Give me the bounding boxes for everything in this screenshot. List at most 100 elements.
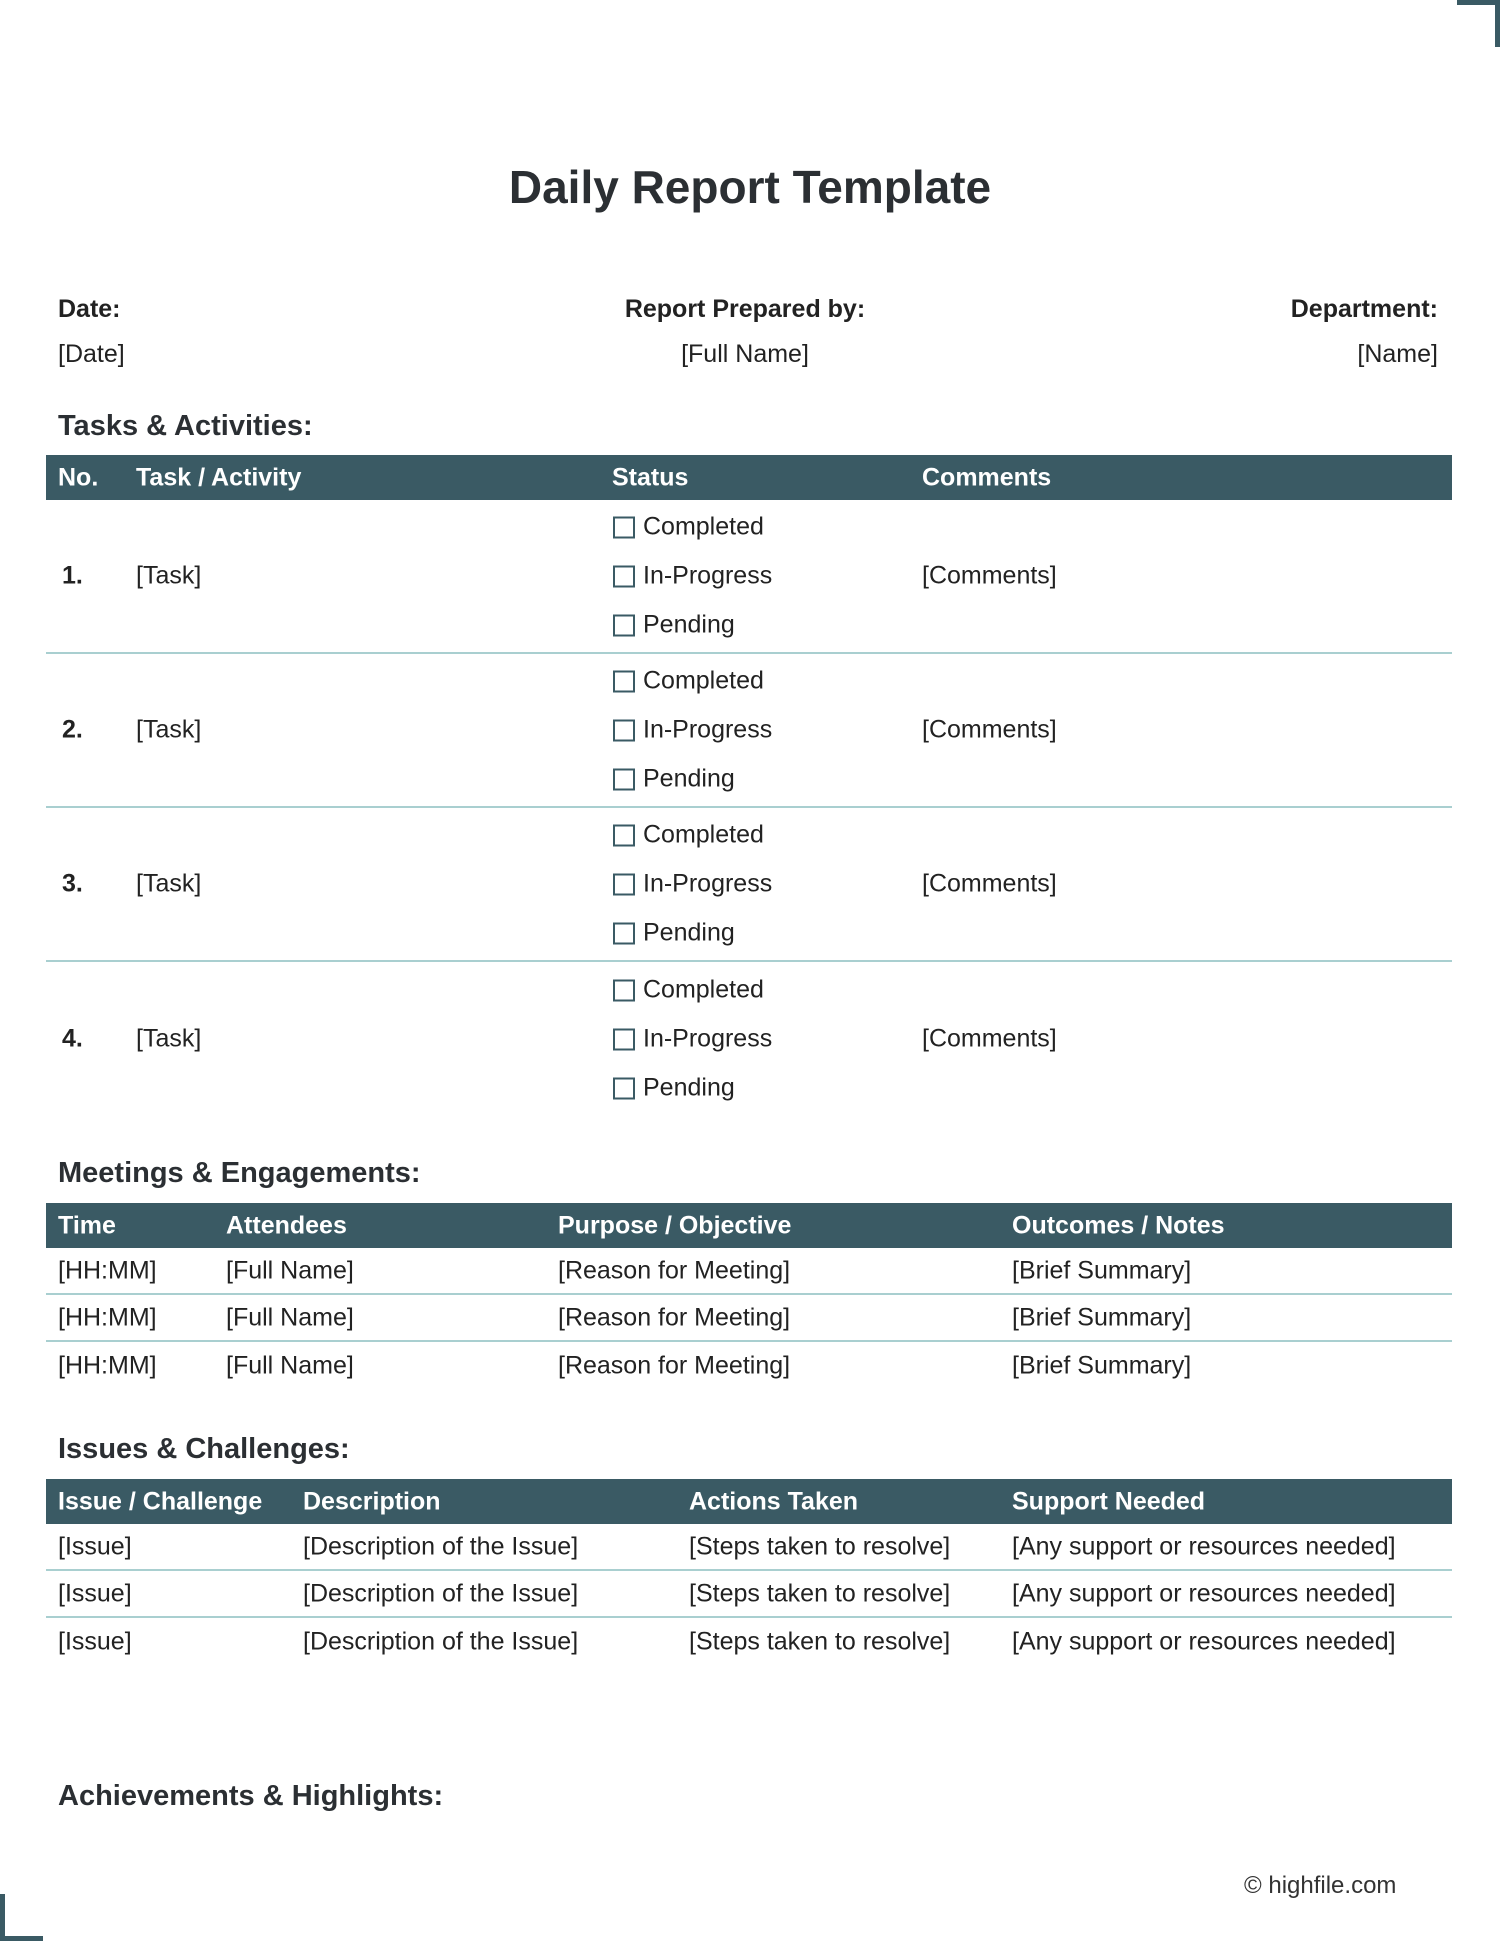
col-header: Time (58, 1211, 116, 1239)
table-row: [HH:MM] [Full Name] [Reason for Meeting] [B… (46, 1295, 1452, 1342)
task-number: 2. (62, 715, 83, 744)
table-row: [Issue] [Description of the Issue] [Steps … (46, 1571, 1452, 1618)
table-row: 3. [Task] Completed In-Progress Pending [C… (46, 808, 1452, 962)
purpose-cell[interactable]: [Reason for Meeting] (558, 1256, 791, 1284)
status-option[interactable]: Completed (613, 667, 772, 696)
date-value[interactable]: [Date] (58, 340, 125, 368)
status-option-label: In-Progress (643, 869, 773, 898)
footer-copyright: © highfile.com (1244, 1872, 1397, 1899)
status-option[interactable]: Completed (613, 976, 772, 1005)
description-cell[interactable]: [Description of the Issue] (303, 1532, 579, 1560)
outcomes-cell[interactable]: [Brief Summary] (1012, 1256, 1192, 1284)
checkbox-icon[interactable] (613, 1077, 635, 1099)
status-option-label: Pending (643, 764, 735, 793)
col-header: Status (612, 463, 689, 491)
task-cell[interactable]: [Task] (136, 869, 202, 898)
meetings-table: Time Attendees Purpose / Objective Outco… (46, 1203, 1452, 1389)
checkbox-icon[interactable] (613, 1028, 635, 1050)
support-cell[interactable]: [Any support or resources needed] (1012, 1532, 1396, 1560)
table-row: [HH:MM] [Full Name] [Reason for Meeting] [B… (46, 1248, 1452, 1295)
col-header: Purpose / Objective (558, 1211, 792, 1239)
col-header: Attendees (226, 1211, 347, 1239)
actions-cell[interactable]: [Steps taken to resolve] (689, 1579, 951, 1607)
outcomes-cell[interactable]: [Brief Summary] (1012, 1351, 1192, 1379)
meetings-heading: Meetings & Engagements: (58, 1157, 421, 1189)
status-option[interactable]: In-Progress (613, 870, 772, 899)
support-cell[interactable]: [Any support or resources needed] (1012, 1627, 1396, 1655)
prepared-by-label: Report Prepared by: (624, 295, 866, 323)
checkbox-icon[interactable] (613, 768, 635, 790)
description-cell[interactable]: [Description of the Issue] (303, 1627, 579, 1655)
description-cell[interactable]: [Description of the Issue] (303, 1579, 579, 1607)
status-option[interactable]: Pending (613, 919, 772, 948)
purpose-cell[interactable]: [Reason for Meeting] (558, 1303, 791, 1331)
col-header: No. (58, 463, 99, 491)
col-header: Issue / Challenge (58, 1487, 263, 1515)
table-row: 2. [Task] Completed In-Progress Pending [C… (46, 654, 1452, 808)
checkbox-icon[interactable] (613, 979, 635, 1001)
status-option[interactable]: Pending (613, 611, 772, 640)
issue-cell[interactable]: [Issue] (58, 1532, 132, 1560)
checkbox-icon[interactable] (613, 516, 635, 538)
purpose-cell[interactable]: [Reason for Meeting] (558, 1351, 791, 1379)
col-header: Outcomes / Notes (1012, 1211, 1225, 1239)
time-cell[interactable]: [HH:MM] (58, 1303, 157, 1331)
status-option-label: Completed (643, 820, 764, 849)
comments-cell[interactable]: [Comments] (922, 561, 1057, 590)
department-value[interactable]: [Name] (1357, 340, 1438, 368)
task-cell[interactable]: [Task] (136, 1024, 202, 1053)
corner-decoration (0, 1894, 43, 1941)
department-label: Department: (1290, 295, 1438, 323)
task-cell[interactable]: [Task] (136, 561, 202, 590)
table-row: [Issue] [Description of the Issue] [Steps … (46, 1618, 1452, 1665)
attendees-cell[interactable]: [Full Name] (226, 1256, 354, 1284)
outcomes-cell[interactable]: [Brief Summary] (1012, 1303, 1192, 1331)
checkbox-icon[interactable] (613, 565, 635, 587)
actions-cell[interactable]: [Steps taken to resolve] (689, 1532, 951, 1560)
tasks-table: No. Task / Activity Status Comments 1. [… (46, 455, 1452, 1116)
issue-cell[interactable]: [Issue] (58, 1627, 132, 1655)
time-cell[interactable]: [HH:MM] (58, 1256, 157, 1284)
col-header: Description (303, 1487, 441, 1515)
attendees-cell[interactable]: [Full Name] (226, 1303, 354, 1331)
comments-cell[interactable]: [Comments] (922, 869, 1057, 898)
prepared-by-value[interactable]: [Full Name] (681, 340, 809, 368)
status-option-label: Completed (643, 975, 764, 1004)
actions-cell[interactable]: [Steps taken to resolve] (689, 1627, 951, 1655)
time-cell[interactable]: [HH:MM] (58, 1351, 157, 1379)
checkbox-icon[interactable] (613, 922, 635, 944)
checkbox-icon[interactable] (613, 719, 635, 741)
date-label: Date: (58, 295, 121, 323)
comments-cell[interactable]: [Comments] (922, 1024, 1057, 1053)
support-cell[interactable]: [Any support or resources needed] (1012, 1579, 1396, 1607)
status-options: Completed In-Progress Pending (613, 976, 772, 1103)
checkbox-icon[interactable] (613, 614, 635, 636)
status-option[interactable]: In-Progress (613, 562, 772, 591)
status-option-label: Pending (643, 610, 735, 639)
table-header: Time Attendees Purpose / Objective Outco… (46, 1203, 1452, 1248)
checkbox-icon[interactable] (613, 873, 635, 895)
status-option[interactable]: Pending (613, 1074, 772, 1103)
task-cell[interactable]: [Task] (136, 715, 202, 744)
status-option[interactable]: In-Progress (613, 1025, 772, 1054)
col-header: Actions Taken (689, 1487, 859, 1515)
issue-cell[interactable]: [Issue] (58, 1579, 132, 1607)
status-options: Completed In-Progress Pending (613, 667, 772, 794)
comments-cell[interactable]: [Comments] (922, 715, 1057, 744)
issues-heading: Issues & Challenges: (58, 1433, 350, 1465)
status-option[interactable]: Completed (613, 513, 772, 542)
table-row: [Issue] [Description of the Issue] [Steps … (46, 1524, 1452, 1571)
checkbox-icon[interactable] (613, 670, 635, 692)
page-title: Daily Report Template (508, 161, 992, 213)
status-option[interactable]: Completed (613, 821, 772, 850)
table-row: [HH:MM] [Full Name] [Reason for Meeting] [B… (46, 1342, 1452, 1389)
issues-table: Issue / Challenge Description Actions Ta… (46, 1479, 1452, 1665)
status-option[interactable]: Pending (613, 765, 772, 794)
status-option-label: Completed (643, 666, 764, 695)
tasks-heading: Tasks & Activities: (58, 410, 313, 442)
status-option[interactable]: In-Progress (613, 716, 772, 745)
attendees-cell[interactable]: [Full Name] (226, 1351, 354, 1379)
status-option-label: In-Progress (643, 715, 773, 744)
status-option-label: Pending (643, 918, 735, 947)
checkbox-icon[interactable] (613, 824, 635, 846)
